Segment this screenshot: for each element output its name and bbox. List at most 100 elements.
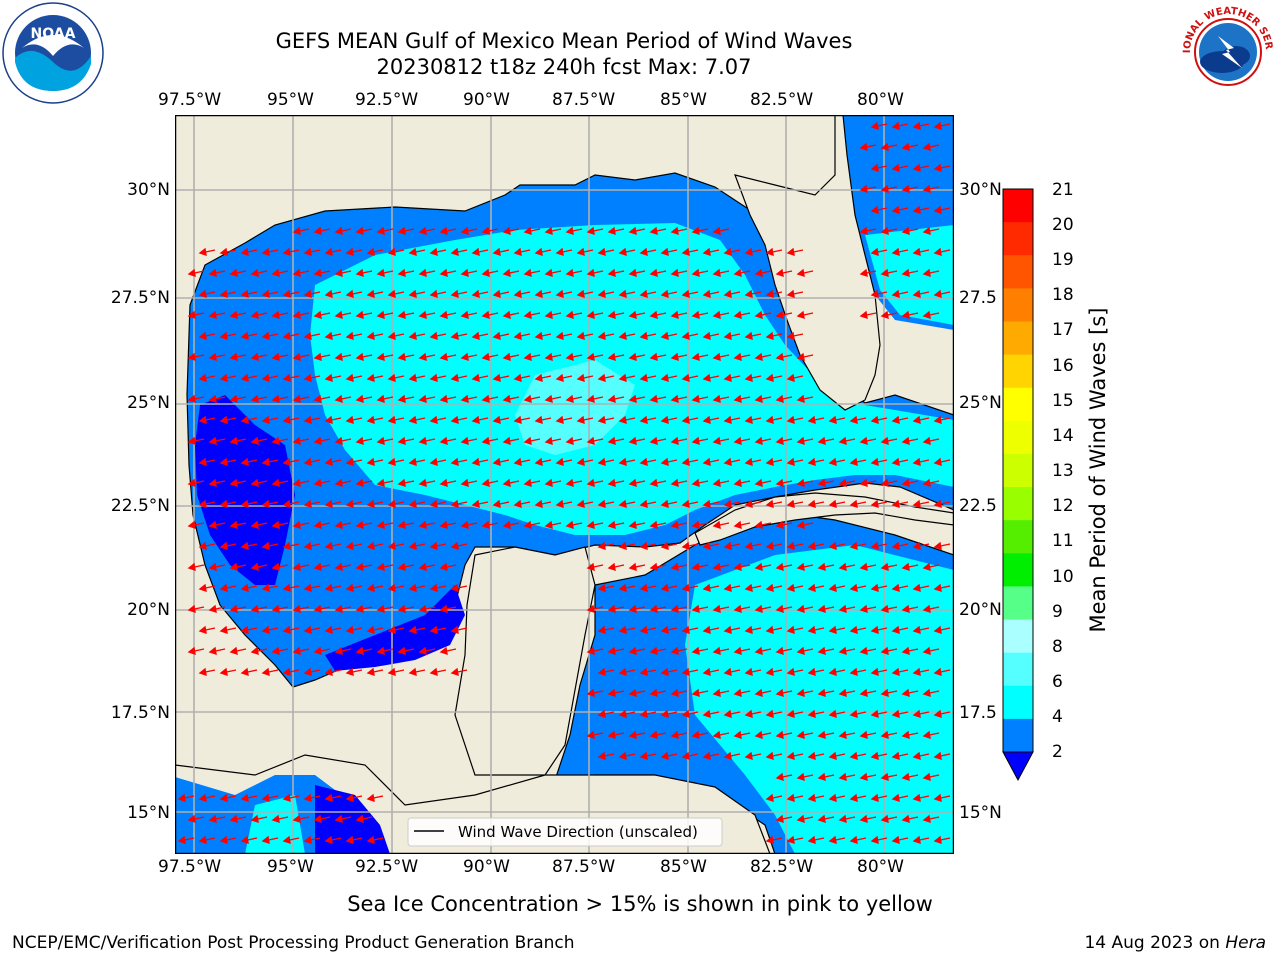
footer-date-text: 14 Aug 2023 on xyxy=(1084,933,1226,953)
wind-arrow-head xyxy=(712,436,721,446)
wind-arrow-head xyxy=(880,310,889,320)
wind-arrow-head xyxy=(870,793,879,803)
wind-arrow-head xyxy=(513,331,522,341)
wind-arrow-head xyxy=(786,499,795,509)
wind-arrow-head xyxy=(282,331,291,341)
wind-arrow-head xyxy=(870,835,879,845)
wind-arrow-head xyxy=(303,667,312,677)
wind-arrow-head xyxy=(240,289,249,299)
wind-arrow-head xyxy=(303,583,312,593)
colorbar-segment xyxy=(1003,255,1033,289)
wind-arrow-head xyxy=(219,541,228,551)
wind-arrow-head xyxy=(397,310,406,320)
wind-arrow-head xyxy=(387,373,396,383)
lon-label-top: 80°W xyxy=(857,90,904,110)
wind-arrow-head xyxy=(628,352,637,362)
wind-arrow-head xyxy=(502,226,511,236)
wind-arrow-head xyxy=(744,751,753,761)
wind-arrow-head xyxy=(481,520,490,530)
wind-arrow-head xyxy=(628,688,637,698)
wind-arrow-head xyxy=(912,835,921,845)
wind-arrow-head xyxy=(492,415,501,425)
wind-arrow-head xyxy=(565,352,574,362)
wind-arrow-head xyxy=(670,646,679,656)
wind-arrow-head xyxy=(859,814,868,824)
wind-arrow-head xyxy=(387,247,396,257)
wind-arrow-head xyxy=(628,268,637,278)
wind-arrow-head xyxy=(723,289,732,299)
wind-arrow-head xyxy=(313,436,322,446)
wind-arrow-head xyxy=(670,310,679,320)
wind-arrow-head xyxy=(513,247,522,257)
wind-arrow-head xyxy=(492,373,501,383)
colorbar-tick: 17 xyxy=(1052,320,1074,340)
wind-arrow-head xyxy=(439,562,448,572)
wind-arrow-head xyxy=(733,310,742,320)
wind-arrow-head xyxy=(334,604,343,614)
wind-arrow-head xyxy=(859,730,868,740)
wind-arrow-head xyxy=(754,268,763,278)
wind-arrow-head xyxy=(387,415,396,425)
wind-arrow-head xyxy=(261,289,270,299)
wind-arrow-head xyxy=(429,289,438,299)
wind-arrow-head xyxy=(586,730,595,740)
wind-arrow-head xyxy=(597,709,606,719)
wind-arrow-head xyxy=(891,499,900,509)
wind-arrow-head xyxy=(513,499,522,509)
wind-arrow-head xyxy=(219,289,228,299)
wind-arrow-head xyxy=(387,499,396,509)
wind-arrow-head xyxy=(628,478,637,488)
wind-arrow-head xyxy=(733,436,742,446)
wind-arrow-head xyxy=(912,121,921,131)
wind-arrow-head xyxy=(198,415,207,425)
wind-arrow-head xyxy=(849,625,858,635)
lon-label-bottom: 95°W xyxy=(267,857,314,877)
wind-arrow-head xyxy=(418,562,427,572)
wind-arrow-head xyxy=(282,835,291,845)
wind-arrow-head xyxy=(418,394,427,404)
wind-arrow-head xyxy=(891,583,900,593)
wind-arrow-head xyxy=(313,562,322,572)
wind-arrow-head xyxy=(807,667,816,677)
lon-label-top: 97.5°W xyxy=(158,90,222,110)
wind-arrow-head xyxy=(607,478,616,488)
lat-label-left: 25°N xyxy=(127,393,170,413)
wind-arrow-head xyxy=(765,625,774,635)
colorbar-segment xyxy=(1003,420,1033,455)
wind-arrow-head xyxy=(702,457,711,467)
wind-arrow-head xyxy=(219,331,228,341)
wind-arrow-head xyxy=(712,604,721,614)
wind-arrow-head xyxy=(366,331,375,341)
wind-arrow-head xyxy=(544,478,553,488)
wind-arrow-head xyxy=(786,415,795,425)
lat-label-right: 20°N xyxy=(959,600,1002,620)
wind-arrow-head xyxy=(628,436,637,446)
wind-arrow-head xyxy=(208,478,217,488)
wind-arrow-head xyxy=(639,457,648,467)
wind-arrow-head xyxy=(271,814,280,824)
wind-arrow-head xyxy=(345,625,354,635)
wind-arrow-head xyxy=(397,226,406,236)
wind-arrow-head xyxy=(649,688,658,698)
wind-arrow-head xyxy=(576,499,585,509)
wind-arrow-head xyxy=(303,247,312,257)
wind-arrow-head xyxy=(408,247,417,257)
wind-arrow-head xyxy=(597,457,606,467)
wind-arrow-head xyxy=(219,247,228,257)
wind-arrow-head xyxy=(754,310,763,320)
wind-arrow-head xyxy=(418,310,427,320)
wind-arrow-head xyxy=(208,310,217,320)
wind-arrow-head xyxy=(586,226,595,236)
wind-arrow-head xyxy=(187,394,196,404)
wind-arrow-head xyxy=(271,478,280,488)
wind-arrow-head xyxy=(271,646,280,656)
wind-arrow-head xyxy=(859,184,868,194)
wind-arrow-head xyxy=(912,289,921,299)
wind-arrow-head xyxy=(618,457,627,467)
wind-arrow-head xyxy=(660,541,669,551)
wind-arrow-head xyxy=(271,520,280,530)
wind-arrow-head xyxy=(618,415,627,425)
wind-arrow-head xyxy=(775,352,784,362)
lon-label-bottom: 85°W xyxy=(660,857,707,877)
wind-arrow-head xyxy=(534,457,543,467)
